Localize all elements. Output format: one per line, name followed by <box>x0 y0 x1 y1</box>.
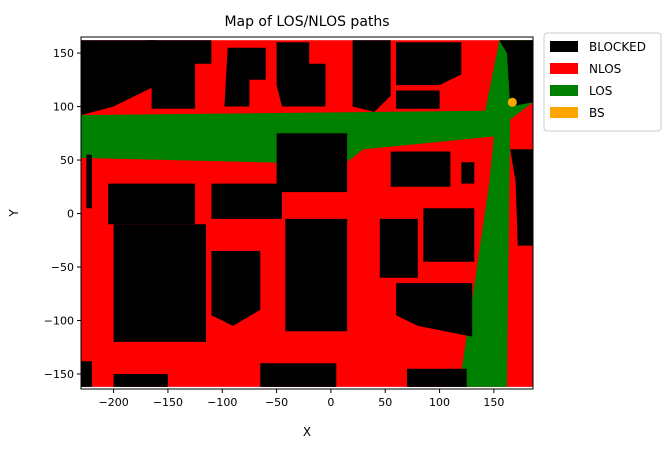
blocked-region-7 <box>499 40 533 107</box>
blocked-region-4 <box>352 40 391 112</box>
bs-point <box>507 97 517 107</box>
legend-label: BS <box>589 106 605 120</box>
blocked-region-11 <box>276 133 348 193</box>
y-tick-label: −150 <box>44 368 74 381</box>
y-tick-label: 100 <box>53 101 74 114</box>
blocked-region-13 <box>461 162 475 184</box>
x-tick-label: −100 <box>207 396 237 409</box>
x-tick-label: 100 <box>429 396 450 409</box>
y-axis-label: Y <box>7 209 21 218</box>
blocked-region-1 <box>146 40 212 109</box>
blocked-region-19 <box>423 208 475 262</box>
blocked-region-12 <box>390 151 451 187</box>
y-tick-label: 150 <box>53 47 74 60</box>
legend-frame <box>543 32 662 132</box>
blocked-region-0 <box>81 40 158 116</box>
blocked-region-3 <box>276 42 326 107</box>
blocked-region-16 <box>211 251 261 326</box>
y-tick-label: −50 <box>51 261 74 274</box>
blocked-region-9 <box>108 183 196 225</box>
legend-swatch <box>550 63 578 74</box>
blocked-region-6 <box>396 90 440 109</box>
legend-swatch <box>550 41 578 52</box>
x-tick-label: −200 <box>98 396 128 409</box>
plot-area <box>81 40 533 387</box>
blocked-region-14 <box>510 149 533 246</box>
blocked-region-15 <box>113 224 206 342</box>
legend: BLOCKED NLOS LOS BS <box>543 32 662 132</box>
blocked-region-21 <box>81 361 92 387</box>
x-tick-label: 0 <box>327 396 334 409</box>
legend-swatch <box>550 107 578 118</box>
plot-frame <box>80 36 534 390</box>
blocked-region-22 <box>113 374 168 387</box>
y-tick-label: 50 <box>60 154 74 167</box>
x-tick-label: −150 <box>153 396 183 409</box>
blocked-region-5 <box>396 42 462 86</box>
y-axis: −150 −100 −50 0 50 100 150 <box>44 47 81 381</box>
blocked-region-8 <box>86 154 92 209</box>
x-axis: −200 −150 −100 −50 0 50 100 150 <box>98 389 504 409</box>
legend-label: NLOS <box>589 62 621 76</box>
legend-label: BLOCKED <box>589 40 646 54</box>
legend-label: LOS <box>589 84 612 98</box>
blocked-region-2 <box>224 47 266 107</box>
x-tick-label: 50 <box>378 396 392 409</box>
legend-swatch <box>550 85 578 96</box>
blocked-region-18 <box>379 218 418 278</box>
chart-title: Map of LOS/NLOS paths <box>224 14 389 30</box>
blocked-region-10 <box>211 183 282 219</box>
y-tick-label: 0 <box>67 208 74 221</box>
los-region-0 <box>81 40 533 387</box>
x-axis-label: X <box>303 425 311 439</box>
blocked-region-17 <box>285 218 348 332</box>
x-tick-label: −50 <box>265 396 288 409</box>
blocked-region-23 <box>260 363 337 387</box>
blocked-region-24 <box>407 368 467 387</box>
x-tick-label: 150 <box>483 396 504 409</box>
y-tick-label: −100 <box>44 315 74 328</box>
blocked-region-20 <box>396 283 473 337</box>
